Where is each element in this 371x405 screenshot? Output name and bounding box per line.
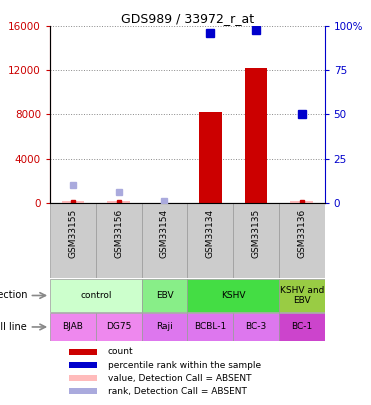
Bar xyxy=(50,313,96,341)
Bar xyxy=(69,375,97,381)
Text: BC-1: BC-1 xyxy=(291,322,312,331)
Text: EBV: EBV xyxy=(156,291,173,300)
Text: KSHV: KSHV xyxy=(221,291,245,300)
Bar xyxy=(279,202,325,278)
Text: GSM33154: GSM33154 xyxy=(160,209,169,258)
Text: GSM33156: GSM33156 xyxy=(114,209,123,258)
Bar xyxy=(69,388,97,394)
Text: BJAB: BJAB xyxy=(63,322,83,331)
Bar xyxy=(69,362,97,368)
Bar xyxy=(290,201,313,202)
Bar xyxy=(279,313,325,341)
Bar xyxy=(187,279,279,312)
Bar xyxy=(142,202,187,278)
Text: GSM33136: GSM33136 xyxy=(297,209,306,258)
Text: GSM33134: GSM33134 xyxy=(206,209,215,258)
Text: rank, Detection Call = ABSENT: rank, Detection Call = ABSENT xyxy=(108,387,247,396)
Bar xyxy=(50,279,142,312)
Text: cell line: cell line xyxy=(0,322,27,332)
Bar xyxy=(69,349,97,355)
Text: Raji: Raji xyxy=(156,322,173,331)
Text: KSHV and
EBV: KSHV and EBV xyxy=(280,286,324,305)
Text: control: control xyxy=(80,291,112,300)
Bar xyxy=(142,313,187,341)
Text: percentile rank within the sample: percentile rank within the sample xyxy=(108,360,261,369)
Title: GDS989 / 33972_r_at: GDS989 / 33972_r_at xyxy=(121,12,254,25)
Bar xyxy=(233,202,279,278)
Bar xyxy=(62,201,85,202)
Text: DG75: DG75 xyxy=(106,322,131,331)
Bar xyxy=(96,202,142,278)
Bar xyxy=(199,112,222,202)
Text: GSM33155: GSM33155 xyxy=(69,209,78,258)
Bar xyxy=(50,202,96,278)
Text: value, Detection Call = ABSENT: value, Detection Call = ABSENT xyxy=(108,374,251,383)
Text: BCBL-1: BCBL-1 xyxy=(194,322,226,331)
Text: GSM33135: GSM33135 xyxy=(252,209,260,258)
Bar xyxy=(279,279,325,312)
Text: BC-3: BC-3 xyxy=(245,322,267,331)
Bar xyxy=(187,202,233,278)
Bar xyxy=(187,313,233,341)
Bar xyxy=(142,279,187,312)
Bar xyxy=(96,313,142,341)
Text: count: count xyxy=(108,347,133,356)
Bar xyxy=(244,68,267,202)
Text: infection: infection xyxy=(0,290,27,301)
Bar xyxy=(107,201,130,202)
Bar xyxy=(233,313,279,341)
